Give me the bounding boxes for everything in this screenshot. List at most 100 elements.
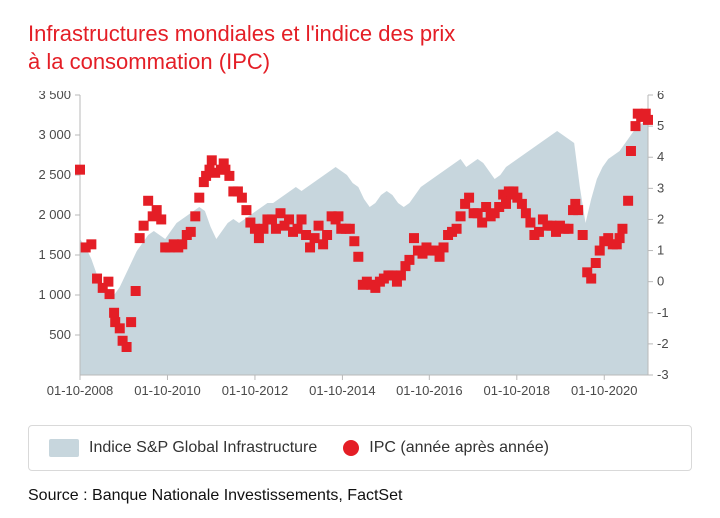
y-left-tick-label: 2 500 [38,167,71,182]
legend-area-label: Indice S&P Global Infrastructure [89,439,317,457]
scatter-point [177,239,187,249]
y-right-tick-label: -2 [657,336,669,351]
scatter-point [310,233,320,243]
scatter-point [477,218,487,228]
scatter-point [345,224,355,234]
scatter-point [481,202,491,212]
scatter-point [353,252,363,262]
y-right-tick-label: 4 [657,149,664,164]
scatter-point [297,214,307,224]
y-left-tick-label: 1 000 [38,287,71,302]
scatter-point [190,211,200,221]
scatter-point [301,230,311,240]
area-swatch-icon [49,439,79,457]
scatter-point [207,155,217,165]
y-right-tick-label: 5 [657,118,664,133]
scatter-point [525,218,535,228]
y-left-tick-label: 3 000 [38,127,71,142]
title-line-2: à la consommation (IPC) [28,49,270,74]
scatter-point [349,236,359,246]
scatter-point [591,258,601,268]
scatter-point [143,196,153,206]
scatter-point [224,171,234,181]
x-tick-label: 01-10-2008 [47,383,114,398]
scatter-point [615,233,625,243]
scatter-point [156,214,166,224]
scatter-point [186,227,196,237]
scatter-point [404,255,414,265]
y-right-tick-label: 6 [657,91,664,102]
scatter-point [86,239,96,249]
scatter-point [534,227,544,237]
scatter-point [439,242,449,252]
legend: Indice S&P Global Infrastructure IPC (an… [28,425,692,471]
y-right-tick-label: 0 [657,274,664,289]
scatter-point [631,121,641,131]
scatter-point [105,289,115,299]
scatter-point [314,221,324,231]
x-tick-label: 01-10-2014 [309,383,376,398]
scatter-point [115,323,125,333]
y-right-tick-label: -3 [657,367,669,382]
scatter-point [409,233,419,243]
scatter-point [135,233,145,243]
scatter-point [284,214,294,224]
scatter-point [452,224,462,234]
scatter-point [152,205,162,215]
y-right-tick-label: 3 [657,180,664,195]
scatter-point [75,165,85,175]
legend-item-area: Indice S&P Global Infrastructure [49,439,317,457]
y-left-tick-label: 2 000 [38,207,71,222]
scatter-point [258,224,268,234]
x-tick-label: 01-10-2020 [571,383,638,398]
dot-swatch-icon [343,440,359,456]
scatter-point [305,242,315,252]
scatter-point [318,239,328,249]
source-label: Source : Banque Nationale Investissement… [28,487,692,505]
legend-item-scatter: IPC (année après année) [343,439,549,457]
scatter-point [293,224,303,234]
x-tick-label: 01-10-2012 [222,383,289,398]
scatter-point [103,277,113,287]
scatter-point [126,317,136,327]
y-left-tick-label: 1 500 [38,247,71,262]
scatter-point [435,252,445,262]
scatter-point [456,211,466,221]
y-right-tick-label: -1 [657,305,669,320]
scatter-point [573,205,583,215]
scatter-point [254,233,264,243]
scatter-point [267,214,277,224]
scatter-point [241,205,251,215]
scatter-point [131,286,141,296]
scatter-point [396,270,406,280]
scatter-point [473,208,483,218]
scatter-point [623,196,633,206]
scatter-point [517,199,527,209]
legend-scatter-label: IPC (année après année) [369,439,549,457]
y-right-tick-label: 1 [657,243,664,258]
scatter-point [271,224,281,234]
scatter-point [586,274,596,284]
scatter-point [92,274,102,284]
x-tick-label: 01-10-2010 [134,383,201,398]
x-tick-label: 01-10-2016 [396,383,463,398]
scatter-point [322,230,332,240]
chart-canvas: 500 1 000 1 500 2 000 2 500 3 000 3 500 -3 -2 -1 0… [28,91,692,411]
y-left-tick-label: 500 [49,327,71,342]
scatter-point [578,230,588,240]
scatter-point [563,224,573,234]
y-left-tick-label: 3 500 [38,91,71,102]
scatter-point [643,115,653,125]
x-tick-label: 01-10-2018 [484,383,551,398]
scatter-point [194,193,204,203]
scatter-point [617,224,627,234]
scatter-point [626,146,636,156]
scatter-point [595,246,605,256]
scatter-point [250,224,260,234]
scatter-point [237,193,247,203]
scatter-point [276,208,286,218]
scatter-point [139,221,149,231]
scatter-point [464,193,474,203]
scatter-point [501,199,511,209]
chart-title: Infrastructures mondiales et l'indice de… [28,20,692,75]
